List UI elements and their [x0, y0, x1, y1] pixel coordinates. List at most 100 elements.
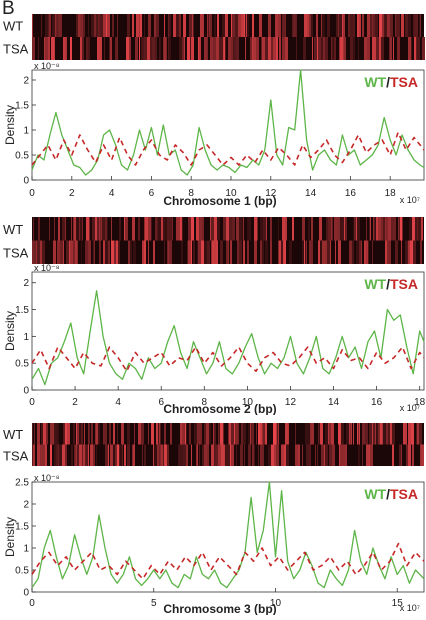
heatmap-tsa-stripe — [321, 444, 324, 466]
heatmap-tsa-stripe — [58, 444, 59, 466]
heatmap-wt-stripe — [356, 217, 357, 241]
heatmap-tsa-stripe — [284, 444, 286, 466]
heatmap-tsa-stripe — [289, 240, 292, 264]
heatmap-wt-stripe — [241, 423, 243, 445]
heatmap-tsa-stripe — [164, 240, 165, 264]
heatmap-wt-stripe — [105, 217, 107, 241]
heatmap-wt-stripe — [392, 423, 395, 445]
heatmap-wt-stripe — [370, 217, 371, 241]
heatmap-wt-stripe — [254, 217, 257, 241]
x-tick-label: 12 — [265, 188, 277, 199]
heatmap-wt-stripe — [111, 217, 112, 241]
heatmap-tsa-stripe — [421, 444, 424, 466]
x-tick-label: 0 — [29, 188, 35, 199]
heatmap-wt-stripe — [63, 423, 64, 445]
heatmap-tsa-stripe — [118, 240, 120, 264]
heatmap-wt-stripe — [200, 14, 203, 37]
heatmap-wt-stripe — [138, 423, 141, 445]
heatmap-wt-stripe — [260, 423, 262, 445]
heatmap-tsa-stripe — [116, 240, 118, 264]
heatmap-tsa-stripe — [184, 37, 185, 60]
heatmap-wt-stripe — [179, 217, 180, 241]
heatmap-tsa-stripe — [115, 37, 117, 60]
heatmap-wt-stripe — [196, 217, 199, 241]
panel-label: B — [2, 0, 15, 19]
heatmap-tsa-stripe — [244, 444, 245, 466]
heatmap-tsa-stripe — [309, 444, 311, 466]
heatmap-tsa-stripe — [167, 444, 169, 466]
heatmap-tsa-stripe — [323, 37, 324, 60]
heatmap-wt-stripe — [243, 217, 244, 241]
heatmap-wt-stripe — [48, 14, 49, 37]
heatmap-tsa-stripe — [126, 37, 129, 60]
heatmap-wt-stripe — [359, 423, 360, 445]
legend-tsa: TSA — [390, 74, 418, 90]
heatmap-tsa-stripe — [141, 37, 142, 60]
heatmap-wt-stripe — [121, 423, 124, 445]
heatmap-wt-stripe — [382, 423, 383, 445]
heatmap-tsa-stripe — [325, 240, 327, 264]
heatmap-wt-stripe — [100, 217, 101, 241]
heatmap-wt-stripe — [310, 423, 311, 445]
heatmap-wt-stripe — [102, 217, 105, 241]
heatmap-tsa-stripe — [372, 240, 373, 264]
heatmap-tsa-stripe — [117, 444, 119, 466]
y-tick-label: 1.5 — [15, 522, 29, 533]
heatmap-tsa-stripe — [36, 240, 37, 264]
heatmap-wt-stripe — [59, 14, 62, 37]
heatmap-wt-stripe — [158, 217, 161, 241]
heatmap-tsa-stripe — [237, 240, 239, 264]
heatmap-wt-stripe — [285, 14, 286, 37]
heatmap-wt-stripe — [372, 14, 373, 37]
heatmap-tsa-stripe — [167, 240, 168, 264]
heatmap-wt-stripe — [386, 217, 388, 241]
heatmap-wt-stripe — [397, 14, 400, 37]
heatmap-wt-stripe — [67, 423, 70, 445]
heatmap-wt-stripe — [77, 423, 79, 445]
x-tick-label: 18 — [414, 397, 426, 408]
heatmap-wt-stripe — [132, 217, 135, 241]
heatmap-wt-stripe — [415, 14, 418, 37]
heatmap-wt-stripe — [420, 14, 421, 37]
heatmap-wt-stripe — [52, 423, 54, 445]
series-wt-line — [31, 290, 425, 386]
heatmap-tsa-stripe — [422, 37, 425, 60]
heatmap-tsa-stripe — [90, 444, 93, 466]
heatmap-wt-stripe — [180, 217, 182, 241]
heatmap-tsa-stripe — [211, 240, 212, 264]
heatmap-tsa-stripe — [188, 240, 191, 264]
heatmap-wt-stripe — [260, 217, 263, 241]
heatmap-wt-stripe — [207, 14, 208, 37]
heatmap-tsa-stripe — [88, 444, 89, 466]
heatmap-wt-stripe — [382, 14, 384, 37]
heatmap-tsa-stripe — [129, 37, 131, 60]
heatmap-wt-stripe — [238, 14, 241, 37]
heatmap-wt-stripe — [357, 217, 360, 241]
heatmap-wt-stripe — [154, 14, 156, 37]
heatmap-wt-stripe — [33, 217, 34, 241]
heatmap-tsa-stripe — [197, 444, 198, 466]
heatmap-wt-stripe — [55, 14, 56, 37]
heatmap-wt-stripe — [250, 423, 251, 445]
heatmap-tsa-stripe — [105, 240, 108, 264]
heatmap-tsa-stripe — [201, 240, 204, 264]
series-tsa-line — [31, 542, 425, 580]
heatmap-tsa-stripe — [379, 37, 381, 60]
heatmap-wt-stripe — [316, 14, 318, 37]
heatmap-wt-stripe — [373, 14, 375, 37]
heatmap-tsa-stripe — [262, 240, 264, 264]
heatmap-tsa-stripe — [124, 444, 126, 466]
heatmap-wt-stripe — [366, 217, 367, 241]
heatmap-tsa-stripe — [335, 240, 336, 264]
heatmap-tsa-stripe — [303, 37, 306, 60]
heatmap-wt-stripe — [375, 217, 376, 241]
y-tick-label: 0.5 — [15, 566, 29, 577]
heatmap-wt-stripe — [398, 217, 399, 241]
heatmap-wt-stripe — [168, 14, 169, 37]
heatmap-tsa-stripe — [228, 240, 229, 264]
heatmap-wt-stripe — [80, 217, 82, 241]
heatmap-wt-stripe — [378, 217, 381, 241]
y-tick-label: 0.5 — [15, 151, 29, 162]
heatmap-tsa-stripe — [345, 444, 347, 466]
heatmap-tsa-stripe — [96, 444, 97, 466]
